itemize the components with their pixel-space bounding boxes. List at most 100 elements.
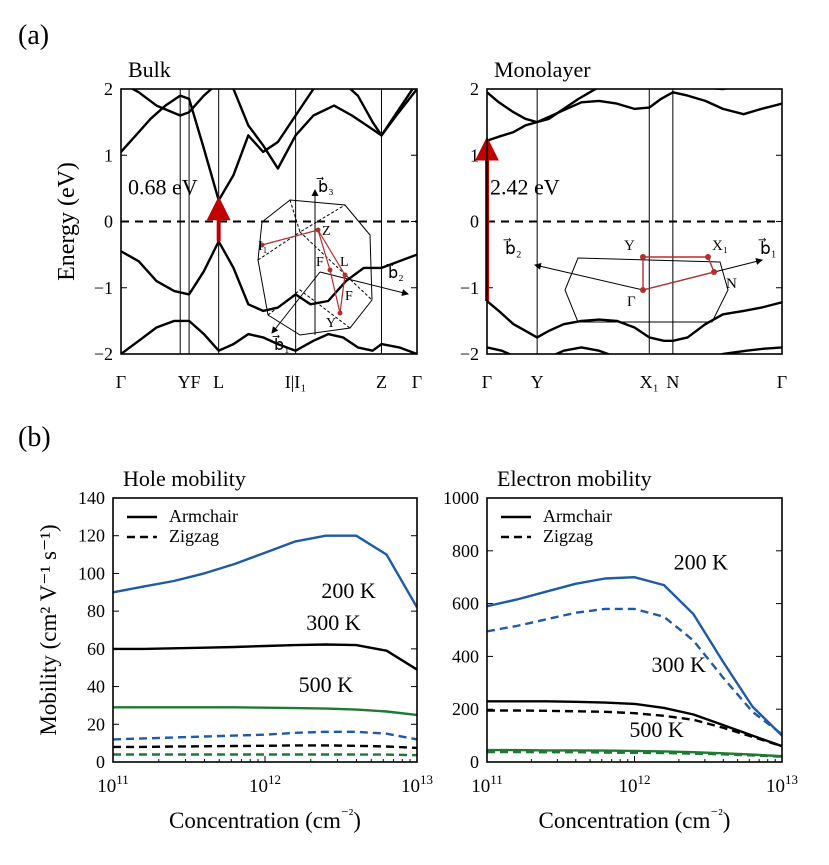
y-tick-label: 120 [78, 526, 105, 546]
y-tick-label: −1 [94, 278, 113, 298]
legend-label: Zigzag [543, 526, 593, 546]
y-tick-label: 100 [78, 563, 105, 583]
band-line [487, 89, 730, 124]
y-tick-label: 0 [104, 212, 113, 232]
y-tick-label: 1 [104, 145, 113, 165]
bz-label-b1: b⃗₁ [759, 238, 777, 258]
bz-label-i1: I₁ [258, 239, 268, 254]
series-line [487, 750, 782, 758]
bulk-brillouin-zone-inset [257, 189, 409, 336]
y-tick-label: 0 [96, 752, 105, 772]
bz-label-z: Z [322, 224, 331, 239]
x-tick-label: 1012 [619, 772, 651, 797]
y-tick-label: 60 [87, 639, 105, 659]
bz-label-n: N [726, 276, 737, 292]
y-tick-label: 1000 [443, 488, 479, 508]
series-line [487, 576, 782, 737]
bz-label-gamma: Γ [627, 294, 636, 310]
y-tick-label: −2 [460, 344, 479, 364]
series-line [487, 748, 782, 758]
plot-frame [486, 497, 783, 763]
kpoint-label: L [213, 372, 224, 392]
y-tick-label: 400 [452, 646, 479, 666]
kpoint-label: Γ [482, 372, 492, 392]
bz-label-y: Y [326, 316, 336, 331]
bz-label-b2: b⃗₂ [386, 262, 404, 282]
panel-b-label: (b) [18, 422, 51, 453]
panel-a-label: (a) [18, 20, 49, 51]
chart-monolayer-bands: Monolayer 2 1 0 −1 −2 2.42 eV Γ Y X₁ N Γ [460, 57, 787, 392]
x-tick-label: 1011 [97, 772, 129, 797]
kpoint-label: YF [178, 372, 201, 392]
y-tick-label: −2 [94, 344, 113, 364]
series-label: 500 K [299, 672, 354, 697]
y-tick-label: 600 [452, 594, 479, 614]
y-tick-label: 2 [104, 79, 113, 99]
y-tick-label: 0 [470, 752, 479, 772]
x-tick-label: 1013 [766, 772, 798, 797]
bz-label-x1: X₁ [712, 238, 728, 254]
series-line [113, 744, 417, 750]
chart-title: Bulk [128, 57, 171, 82]
y-tick-label: 20 [87, 714, 105, 734]
monolayer-bz-labels: Y X₁ N Γ b⃗₂ b⃗₁ [504, 238, 777, 310]
y-tick-label: 200 [452, 699, 479, 719]
bulk-bz-labels: Z b⃗₃ b⃗₂ b⃗₁ I₁ F L F Y [258, 176, 404, 354]
series-line [487, 700, 782, 748]
bz-label-b1: b⃗₁ [272, 334, 290, 354]
y-tick-label: 80 [87, 601, 105, 621]
kpoint-label: Y [531, 372, 544, 392]
chart-hole-mobility: Hole mobility 0 20 40 60 80 100 120 140 1011 1012 1… [36, 466, 433, 833]
plot-frame [120, 88, 418, 355]
y-axis-label: Mobility (cm² V⁻¹ s⁻¹) [36, 524, 61, 735]
chart-title: Electron mobility [497, 466, 652, 491]
y-tick-label: 140 [78, 488, 105, 508]
x-axis-label: Concentration (cm⁻²) [169, 807, 361, 833]
y-axis-label: Energy (eV) [54, 162, 80, 281]
band-line [487, 346, 782, 354]
series-label: 300 K [306, 610, 361, 635]
y-tick-label: 0 [470, 212, 479, 232]
x-tick-label: 1012 [249, 772, 281, 797]
band-line [121, 240, 417, 313]
x-axis-label: Concentration (cm⁻²) [539, 807, 731, 833]
band-line [487, 300, 782, 342]
series-line [487, 709, 782, 748]
gap-label: 0.68 eV [128, 174, 198, 199]
series-line [487, 607, 782, 736]
band-line [121, 319, 417, 354]
monolayer-brillouin-zone-inset [534, 254, 763, 323]
y-tick-label: 2 [470, 79, 479, 99]
kpoint-label: Γ [412, 372, 422, 392]
kpoint-label: Z [376, 372, 387, 392]
legend-label: Zigzag [169, 526, 219, 546]
chart-electron-mobility: Electron mobility 0 200 400 600 800 1000 1011 10… [443, 466, 798, 833]
series-line [113, 534, 417, 608]
plot-frame [486, 88, 783, 355]
x-tick-label: 1013 [401, 772, 433, 797]
bz-label-y: Y [624, 238, 635, 254]
band-line [487, 91, 782, 142]
bz-label-b3: b⃗₃ [316, 176, 334, 196]
y-tick-label: 1 [470, 145, 479, 165]
series-label: 500 K [629, 717, 684, 742]
x-tick-label: 1011 [471, 772, 503, 797]
series-line [113, 730, 417, 741]
series-line [113, 706, 417, 717]
band-line [130, 89, 415, 170]
chart-title: Monolayer [494, 57, 591, 82]
bz-label-b2: b⃗₂ [504, 238, 522, 258]
legend-label: Armchair [169, 506, 238, 526]
series-label: 200 K [674, 549, 729, 574]
series-line [113, 643, 417, 671]
kpoint-label: X₁ [640, 372, 659, 392]
y-tick-label: −1 [460, 278, 479, 298]
bz-label-f2: F [345, 289, 353, 304]
kpoint-label: I|I₁ [285, 372, 307, 392]
bz-label-f1: F [316, 255, 324, 270]
band-line [121, 89, 417, 202]
bz-label-l: L [340, 255, 349, 270]
kpoint-label: Γ [116, 372, 126, 392]
